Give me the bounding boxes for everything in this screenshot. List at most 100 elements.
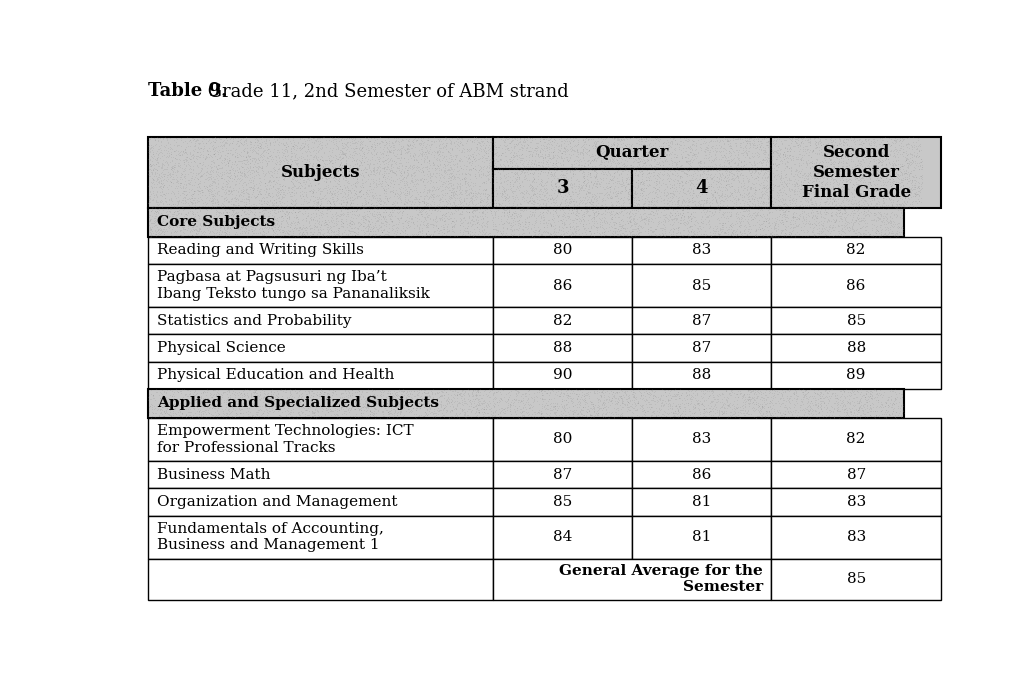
Point xyxy=(442,179,459,190)
Point xyxy=(593,188,609,198)
Point xyxy=(178,179,195,190)
Point xyxy=(474,177,490,188)
Point xyxy=(523,391,540,402)
Point xyxy=(308,401,325,412)
Point xyxy=(507,158,523,168)
Point xyxy=(738,222,755,233)
Point xyxy=(572,148,589,159)
Point xyxy=(334,166,350,177)
Point xyxy=(724,174,740,185)
Point xyxy=(226,200,243,211)
Point xyxy=(813,169,829,180)
Point xyxy=(338,134,354,145)
Point xyxy=(606,220,623,231)
Point xyxy=(170,181,186,192)
Point xyxy=(932,150,948,161)
Point xyxy=(156,400,172,411)
Point xyxy=(536,203,552,214)
Point xyxy=(902,192,919,203)
Point xyxy=(575,138,592,149)
Point xyxy=(798,170,814,181)
Point xyxy=(785,175,802,186)
Point xyxy=(154,187,170,198)
Point xyxy=(926,155,942,166)
Point xyxy=(582,167,598,178)
Point xyxy=(684,174,700,185)
Point xyxy=(152,393,168,404)
Point xyxy=(224,182,241,193)
Point xyxy=(701,406,718,417)
Point xyxy=(855,138,871,149)
Point xyxy=(179,140,196,151)
Point xyxy=(578,406,594,417)
Point xyxy=(342,214,358,225)
Point xyxy=(858,401,874,412)
Point xyxy=(763,145,779,156)
Point xyxy=(182,396,199,407)
Point xyxy=(393,151,410,162)
Point xyxy=(450,387,466,398)
Point xyxy=(256,198,272,209)
Point xyxy=(242,182,258,193)
Point xyxy=(737,143,754,153)
Point xyxy=(468,400,484,411)
Point xyxy=(452,398,468,409)
Point xyxy=(575,139,592,150)
Point xyxy=(572,142,589,153)
Point xyxy=(461,165,477,176)
Point xyxy=(376,206,392,217)
Point xyxy=(674,210,690,221)
Point xyxy=(364,208,380,219)
Point xyxy=(602,158,618,168)
Point xyxy=(742,393,759,404)
Point xyxy=(155,133,171,144)
Point xyxy=(393,165,410,176)
Point xyxy=(720,228,736,239)
Point xyxy=(357,398,374,409)
Point xyxy=(861,151,878,162)
Point xyxy=(684,188,700,198)
Point xyxy=(591,212,607,223)
Point xyxy=(632,392,648,403)
Point xyxy=(584,198,600,209)
Point xyxy=(159,402,175,413)
Point xyxy=(906,147,923,158)
Point xyxy=(710,177,726,188)
Point xyxy=(846,225,862,236)
Point xyxy=(831,211,848,222)
Point xyxy=(452,411,468,422)
Point xyxy=(756,211,772,222)
Point xyxy=(540,161,556,172)
Point xyxy=(273,400,290,411)
Point xyxy=(858,396,874,407)
Point xyxy=(749,161,765,172)
Point xyxy=(224,209,241,220)
Point xyxy=(605,137,622,148)
Point xyxy=(818,177,835,188)
Point xyxy=(377,171,393,182)
Point xyxy=(926,170,942,181)
Point xyxy=(869,179,886,190)
Point xyxy=(309,197,326,208)
Point xyxy=(601,168,617,179)
Point xyxy=(308,164,325,175)
Point xyxy=(398,400,415,411)
Point xyxy=(350,191,367,202)
Point xyxy=(191,224,208,235)
Point xyxy=(493,200,509,211)
Point xyxy=(243,389,259,400)
Point xyxy=(657,224,674,235)
Point xyxy=(837,151,853,162)
Point xyxy=(715,175,731,186)
Point xyxy=(675,179,691,190)
Point xyxy=(395,206,412,217)
Point xyxy=(510,411,526,422)
Point xyxy=(879,153,895,164)
Point xyxy=(386,201,402,211)
Point xyxy=(663,136,679,147)
Point xyxy=(265,217,282,228)
Point xyxy=(620,190,636,201)
Point xyxy=(813,169,829,180)
Point xyxy=(881,391,897,402)
Point xyxy=(141,143,158,154)
